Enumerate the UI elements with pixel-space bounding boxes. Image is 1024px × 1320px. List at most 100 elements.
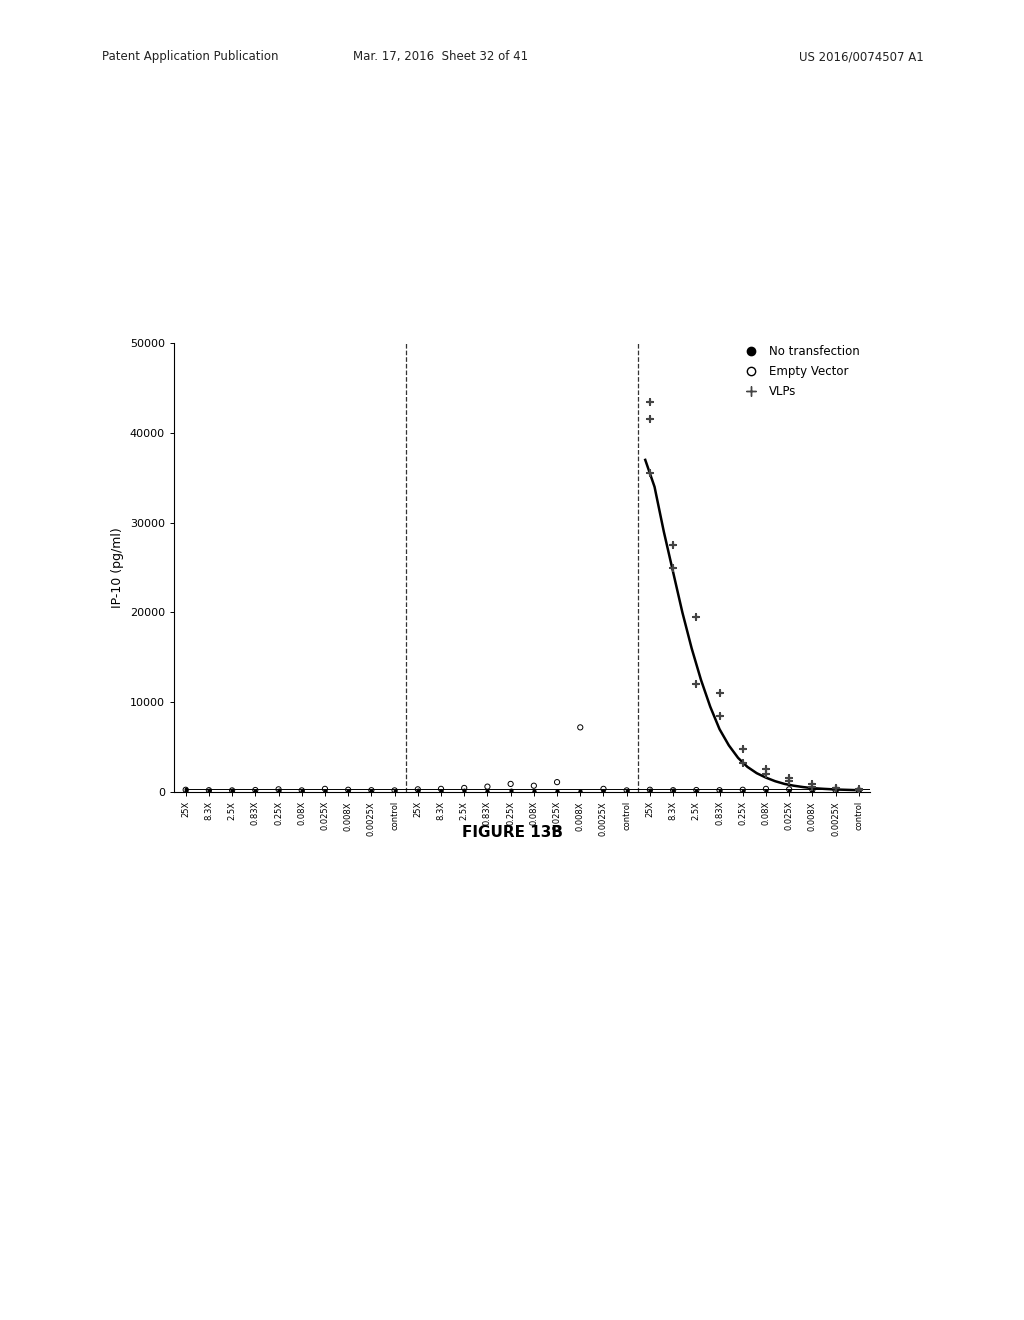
- Point: [642, 463, 658, 484]
- Point: [804, 774, 820, 795]
- Point: [364, 780, 380, 801]
- Point: [316, 780, 333, 801]
- Point: [734, 780, 751, 801]
- Point: [340, 779, 356, 800]
- Point: [503, 780, 519, 801]
- Point: [642, 780, 658, 801]
- Text: US 2016/0074507 A1: US 2016/0074507 A1: [799, 50, 924, 63]
- Point: [364, 780, 380, 801]
- Point: [294, 780, 310, 801]
- Legend: No transfection, Empty Vector, VLPs: No transfection, Empty Vector, VLPs: [735, 341, 864, 403]
- Point: [525, 780, 542, 801]
- Point: [827, 780, 844, 801]
- Point: [177, 779, 194, 800]
- Text: Patent Application Publication: Patent Application Publication: [102, 50, 279, 63]
- Point: [618, 780, 635, 801]
- Point: [665, 535, 681, 556]
- Point: [270, 780, 287, 801]
- Point: [316, 780, 333, 801]
- Point: [270, 779, 287, 800]
- Point: [642, 391, 658, 412]
- Point: [525, 775, 542, 796]
- Point: [479, 776, 496, 797]
- Point: [549, 772, 565, 793]
- Point: [758, 780, 774, 801]
- Point: [201, 780, 217, 801]
- Point: [734, 779, 751, 800]
- Point: [247, 780, 263, 801]
- Point: [688, 780, 705, 801]
- Point: [851, 779, 867, 800]
- Point: [665, 780, 681, 801]
- Point: [224, 779, 241, 800]
- Point: [270, 780, 287, 801]
- Point: [177, 780, 194, 801]
- Point: [247, 780, 263, 801]
- Point: [549, 780, 565, 801]
- Point: [851, 779, 867, 800]
- Point: [827, 777, 844, 799]
- Point: [433, 779, 450, 800]
- Point: [410, 779, 426, 800]
- Point: [734, 752, 751, 774]
- Point: [618, 780, 635, 801]
- Point: [410, 780, 426, 801]
- Point: [781, 771, 798, 792]
- Point: [386, 780, 402, 801]
- Point: [642, 780, 658, 801]
- Point: [758, 758, 774, 779]
- Point: [642, 779, 658, 800]
- Point: [827, 777, 844, 799]
- Point: [224, 780, 241, 801]
- Point: [572, 780, 589, 801]
- Point: [456, 777, 472, 799]
- Point: [712, 705, 728, 726]
- Point: [851, 781, 867, 803]
- Point: [572, 717, 589, 738]
- Point: [827, 780, 844, 801]
- Point: [316, 779, 333, 800]
- Point: [247, 780, 263, 801]
- Point: [595, 781, 611, 803]
- Point: [688, 606, 705, 627]
- Point: [712, 780, 728, 801]
- Point: [525, 780, 542, 801]
- Point: [410, 780, 426, 801]
- Point: [595, 780, 611, 801]
- Point: [804, 779, 820, 800]
- Point: [549, 780, 565, 801]
- Point: [479, 780, 496, 801]
- Point: [503, 780, 519, 801]
- Point: [688, 780, 705, 801]
- Point: [456, 780, 472, 801]
- Text: FIGURE 13B: FIGURE 13B: [462, 825, 562, 840]
- Point: [642, 409, 658, 430]
- Point: [712, 780, 728, 801]
- Point: [572, 780, 589, 801]
- Text: Mar. 17, 2016  Sheet 32 of 41: Mar. 17, 2016 Sheet 32 of 41: [352, 50, 528, 63]
- Point: [340, 780, 356, 801]
- Point: [294, 780, 310, 801]
- Point: [224, 780, 241, 801]
- Point: [201, 780, 217, 801]
- Point: [781, 767, 798, 788]
- Point: [781, 780, 798, 801]
- Point: [665, 780, 681, 801]
- Point: [665, 557, 681, 578]
- Point: [804, 776, 820, 797]
- Point: [433, 780, 450, 801]
- Point: [734, 738, 751, 759]
- Point: [712, 682, 728, 704]
- Point: [851, 780, 867, 801]
- Point: [781, 779, 798, 800]
- Point: [433, 780, 450, 801]
- Point: [456, 780, 472, 801]
- Point: [688, 673, 705, 694]
- Point: [503, 774, 519, 795]
- Point: [294, 780, 310, 801]
- Point: [364, 781, 380, 803]
- Point: [758, 763, 774, 784]
- Point: [177, 779, 194, 800]
- Y-axis label: IP-10 (pg/ml): IP-10 (pg/ml): [112, 527, 124, 609]
- Point: [340, 780, 356, 801]
